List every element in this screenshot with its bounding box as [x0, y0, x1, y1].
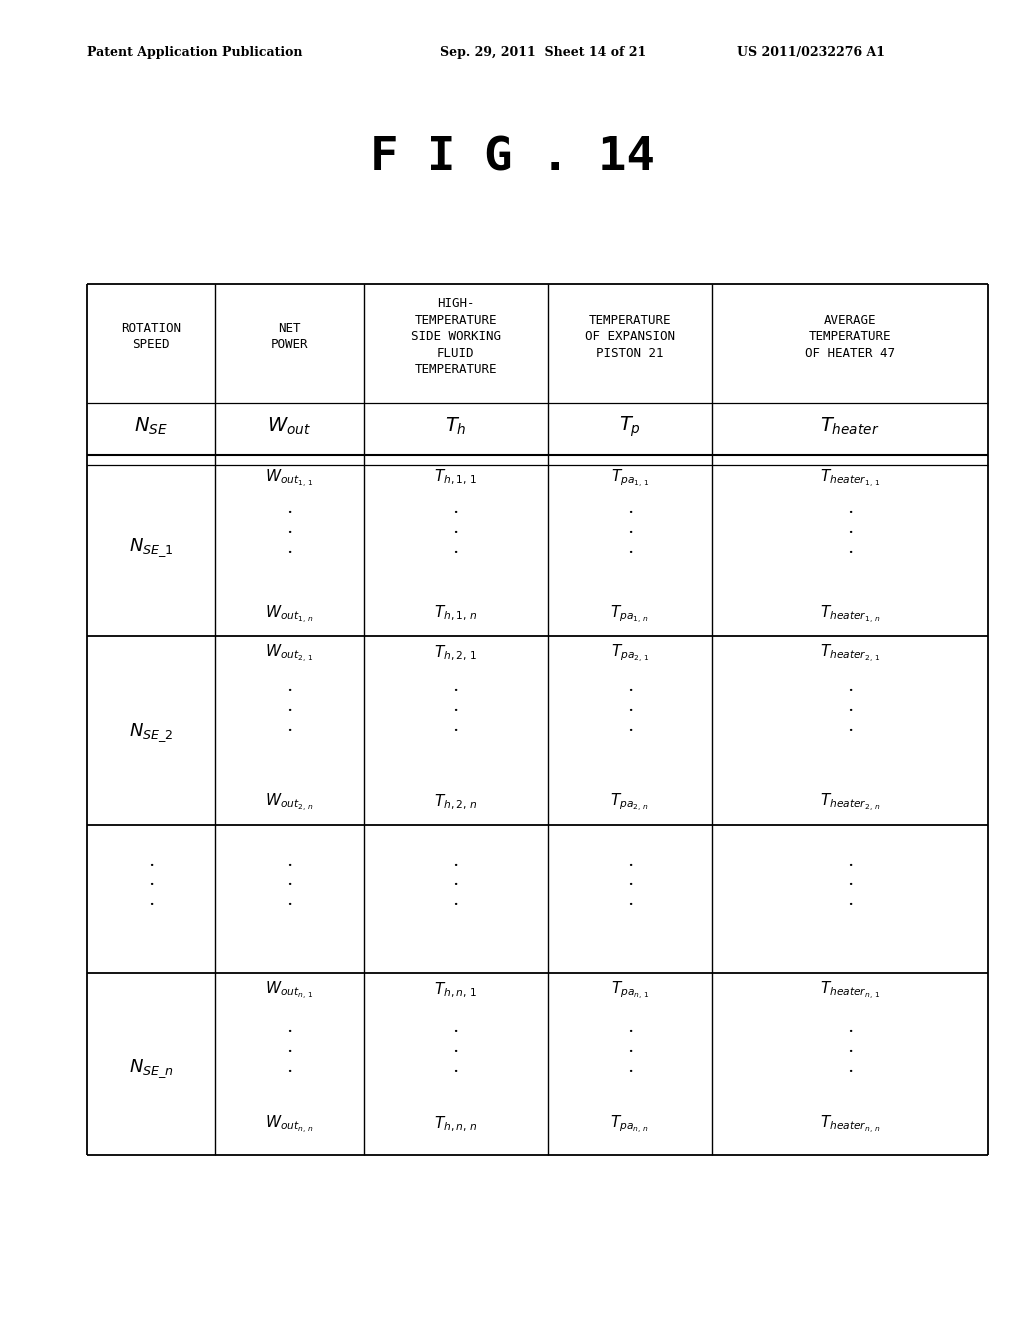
Text: .: .: [453, 677, 459, 696]
Text: .: .: [147, 891, 155, 909]
Text: $T_h$: $T_h$: [444, 416, 467, 437]
Text: $T_{h,n,\,1}$: $T_{h,n,\,1}$: [434, 981, 477, 999]
Text: $T_{pa_{2,\,1}}$: $T_{pa_{2,\,1}}$: [610, 643, 649, 664]
Text: $T_{heater}$: $T_{heater}$: [820, 416, 880, 437]
Text: $W_{out}$: $W_{out}$: [267, 416, 311, 437]
Text: $W_{out_{1,\,n}}$: $W_{out_{1,\,n}}$: [265, 603, 313, 624]
Text: $W_{out_{n,\,1}}$: $W_{out_{n,\,1}}$: [265, 979, 313, 1001]
Text: .: .: [286, 1038, 293, 1056]
Text: .: .: [627, 677, 633, 696]
Text: $T_{heater_{1,\,n}}$: $T_{heater_{1,\,n}}$: [820, 603, 880, 624]
Text: .: .: [847, 851, 853, 870]
Text: $T_{heater_{n,\,1}}$: $T_{heater_{n,\,1}}$: [820, 979, 880, 1001]
Text: .: .: [627, 697, 633, 715]
Text: .: .: [453, 1057, 459, 1076]
Text: .: .: [286, 677, 293, 696]
Text: $T_{heater_{n,\,n}}$: $T_{heater_{n,\,n}}$: [820, 1114, 880, 1135]
Text: .: .: [627, 499, 633, 517]
Text: $W_{out_{n,\,n}}$: $W_{out_{n,\,n}}$: [265, 1114, 313, 1135]
Text: $T_{pa_{2,\,n}}$: $T_{pa_{2,\,n}}$: [610, 792, 649, 813]
Text: $T_{h,2,\,1}$: $T_{h,2,\,1}$: [434, 644, 477, 663]
Text: .: .: [847, 539, 853, 557]
Text: .: .: [286, 519, 293, 537]
Text: .: .: [847, 1018, 853, 1036]
Text: .: .: [847, 1057, 853, 1076]
Text: .: .: [286, 891, 293, 909]
Text: .: .: [847, 717, 853, 735]
Text: $T_{pa_{1,\,n}}$: $T_{pa_{1,\,n}}$: [610, 603, 649, 624]
Text: .: .: [286, 1057, 293, 1076]
Text: $N_{SE\_2}$: $N_{SE\_2}$: [129, 722, 173, 743]
Text: $W_{out_{2,\,n}}$: $W_{out_{2,\,n}}$: [265, 792, 313, 813]
Text: $T_{pa_{1,\,1}}$: $T_{pa_{1,\,1}}$: [610, 467, 649, 488]
Text: .: .: [847, 871, 853, 890]
Text: $N_{SE\_1}$: $N_{SE\_1}$: [129, 537, 173, 558]
Text: .: .: [286, 851, 293, 870]
Text: $T_p$: $T_p$: [618, 414, 641, 438]
Text: $N_{SE\_n}$: $N_{SE\_n}$: [129, 1059, 173, 1080]
Text: Patent Application Publication: Patent Application Publication: [87, 46, 302, 59]
Text: $N_{SE}$: $N_{SE}$: [134, 416, 168, 437]
Text: .: .: [847, 499, 853, 517]
Text: .: .: [147, 871, 155, 890]
Text: .: .: [453, 891, 459, 909]
Text: .: .: [847, 519, 853, 537]
Text: NET
POWER: NET POWER: [270, 322, 308, 351]
Text: ROTATION
SPEED: ROTATION SPEED: [121, 322, 181, 351]
Text: .: .: [627, 871, 633, 890]
Text: .: .: [147, 851, 155, 870]
Text: .: .: [453, 851, 459, 870]
Text: $T_{h,1,\,n}$: $T_{h,1,\,n}$: [434, 605, 477, 623]
Text: .: .: [627, 1018, 633, 1036]
Text: $T_{heater_{2,\,1}}$: $T_{heater_{2,\,1}}$: [820, 643, 880, 664]
Text: .: .: [286, 717, 293, 735]
Text: .: .: [627, 1057, 633, 1076]
Text: $T_{h,2,\,n}$: $T_{h,2,\,n}$: [434, 793, 477, 812]
Text: .: .: [286, 871, 293, 890]
Text: $T_{heater_{2,\,n}}$: $T_{heater_{2,\,n}}$: [820, 792, 880, 813]
Text: TEMPERATURE
OF EXPANSION
PISTON 21: TEMPERATURE OF EXPANSION PISTON 21: [585, 314, 675, 359]
Text: .: .: [286, 539, 293, 557]
Text: US 2011/0232276 A1: US 2011/0232276 A1: [737, 46, 886, 59]
Text: F I G . 14: F I G . 14: [370, 136, 654, 181]
Text: .: .: [453, 871, 459, 890]
Text: $T_{heater_{1,\,1}}$: $T_{heater_{1,\,1}}$: [820, 467, 880, 488]
Text: AVERAGE
TEMPERATURE
OF HEATER 47: AVERAGE TEMPERATURE OF HEATER 47: [805, 314, 895, 359]
Text: .: .: [286, 697, 293, 715]
Text: $T_{pa_{n,\,n}}$: $T_{pa_{n,\,n}}$: [610, 1114, 649, 1135]
Text: .: .: [453, 539, 459, 557]
Text: .: .: [453, 499, 459, 517]
Text: $T_{h,n,\,n}$: $T_{h,n,\,n}$: [434, 1115, 477, 1134]
Text: .: .: [453, 1018, 459, 1036]
Text: .: .: [453, 519, 459, 537]
Text: .: .: [627, 717, 633, 735]
Text: .: .: [453, 697, 459, 715]
Text: .: .: [627, 539, 633, 557]
Text: .: .: [627, 891, 633, 909]
Text: .: .: [847, 1038, 853, 1056]
Text: .: .: [627, 1038, 633, 1056]
Text: .: .: [847, 891, 853, 909]
Text: $W_{out_{2,\,1}}$: $W_{out_{2,\,1}}$: [265, 643, 313, 664]
Text: Sep. 29, 2011  Sheet 14 of 21: Sep. 29, 2011 Sheet 14 of 21: [440, 46, 646, 59]
Text: .: .: [453, 1038, 459, 1056]
Text: .: .: [627, 851, 633, 870]
Text: $W_{out_{1,\,1}}$: $W_{out_{1,\,1}}$: [265, 467, 313, 488]
Text: $T_{pa_{n,\,1}}$: $T_{pa_{n,\,1}}$: [610, 979, 649, 1001]
Text: .: .: [286, 1018, 293, 1036]
Text: .: .: [847, 697, 853, 715]
Text: .: .: [847, 677, 853, 696]
Text: $T_{h,1,\,1}$: $T_{h,1,\,1}$: [434, 469, 477, 487]
Text: .: .: [286, 499, 293, 517]
Text: HIGH-
TEMPERATURE
SIDE WORKING
FLUID
TEMPERATURE: HIGH- TEMPERATURE SIDE WORKING FLUID TEM…: [411, 297, 501, 376]
Text: .: .: [453, 717, 459, 735]
Text: .: .: [627, 519, 633, 537]
